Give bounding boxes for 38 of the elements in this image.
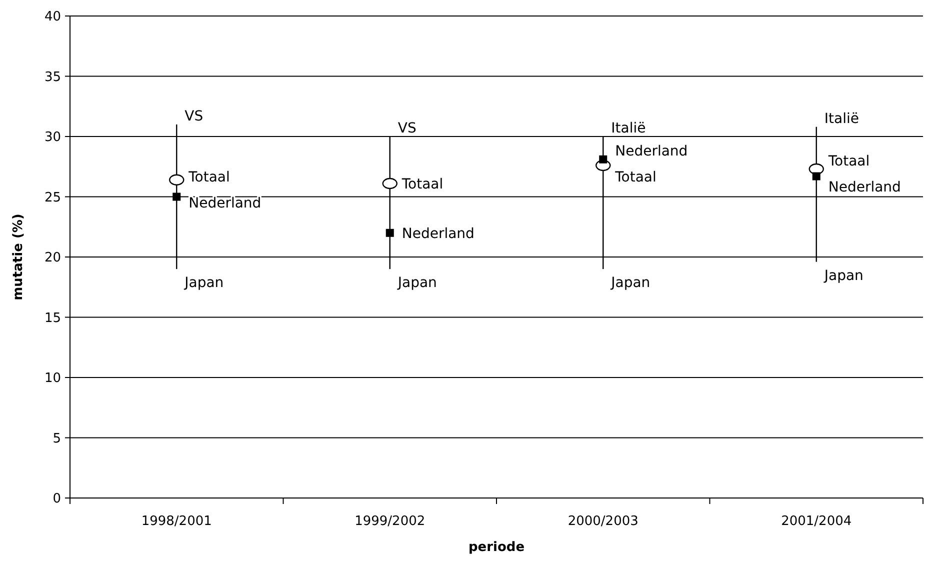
point bbox=[386, 228, 394, 237]
annotation: Italië bbox=[824, 110, 859, 127]
annotation: VS bbox=[398, 120, 416, 136]
y-axis-title: mutatie (%) bbox=[11, 214, 26, 300]
series-label: Totaal bbox=[827, 154, 870, 170]
y-tick-label: 35 bbox=[44, 70, 61, 85]
point bbox=[599, 155, 608, 164]
text: Totaal bbox=[188, 169, 230, 186]
annotation: Japan bbox=[823, 268, 864, 284]
text: Nederland bbox=[828, 180, 901, 196]
text: Totaal bbox=[615, 169, 656, 186]
x-tick-label: 2001/2004 bbox=[781, 514, 852, 529]
annotation: Japan bbox=[396, 275, 437, 292]
y-tick-label: 5 bbox=[52, 431, 61, 446]
y-tick-label: 40 bbox=[44, 10, 61, 25]
point bbox=[382, 178, 398, 190]
y-tick-label: 15 bbox=[44, 310, 61, 326]
y-tick-label: 30 bbox=[44, 130, 61, 146]
annotation: Japan bbox=[610, 275, 650, 292]
series-label: Nederland bbox=[188, 195, 262, 212]
annotation: Italië bbox=[611, 120, 646, 136]
point bbox=[169, 174, 184, 186]
text: Nederland bbox=[402, 226, 474, 242]
text: Nederland bbox=[615, 143, 688, 160]
point bbox=[812, 172, 820, 180]
point bbox=[172, 192, 181, 201]
annotation: Japan bbox=[184, 275, 224, 292]
x-axis-title: periode bbox=[468, 540, 525, 555]
text: Totaal bbox=[402, 176, 444, 192]
point bbox=[808, 163, 824, 175]
annotation: VS bbox=[184, 108, 204, 124]
y-tick-label: 10 bbox=[44, 371, 61, 386]
x-tick-label: 1998/2001 bbox=[141, 514, 212, 529]
x-tick-label: 2000/2003 bbox=[568, 514, 638, 529]
y-tick-label: 25 bbox=[44, 190, 61, 206]
y-tick-label: 0 bbox=[52, 492, 61, 507]
y-tick-label: 20 bbox=[44, 250, 61, 266]
x-tick-label: 1999/2002 bbox=[354, 514, 426, 529]
